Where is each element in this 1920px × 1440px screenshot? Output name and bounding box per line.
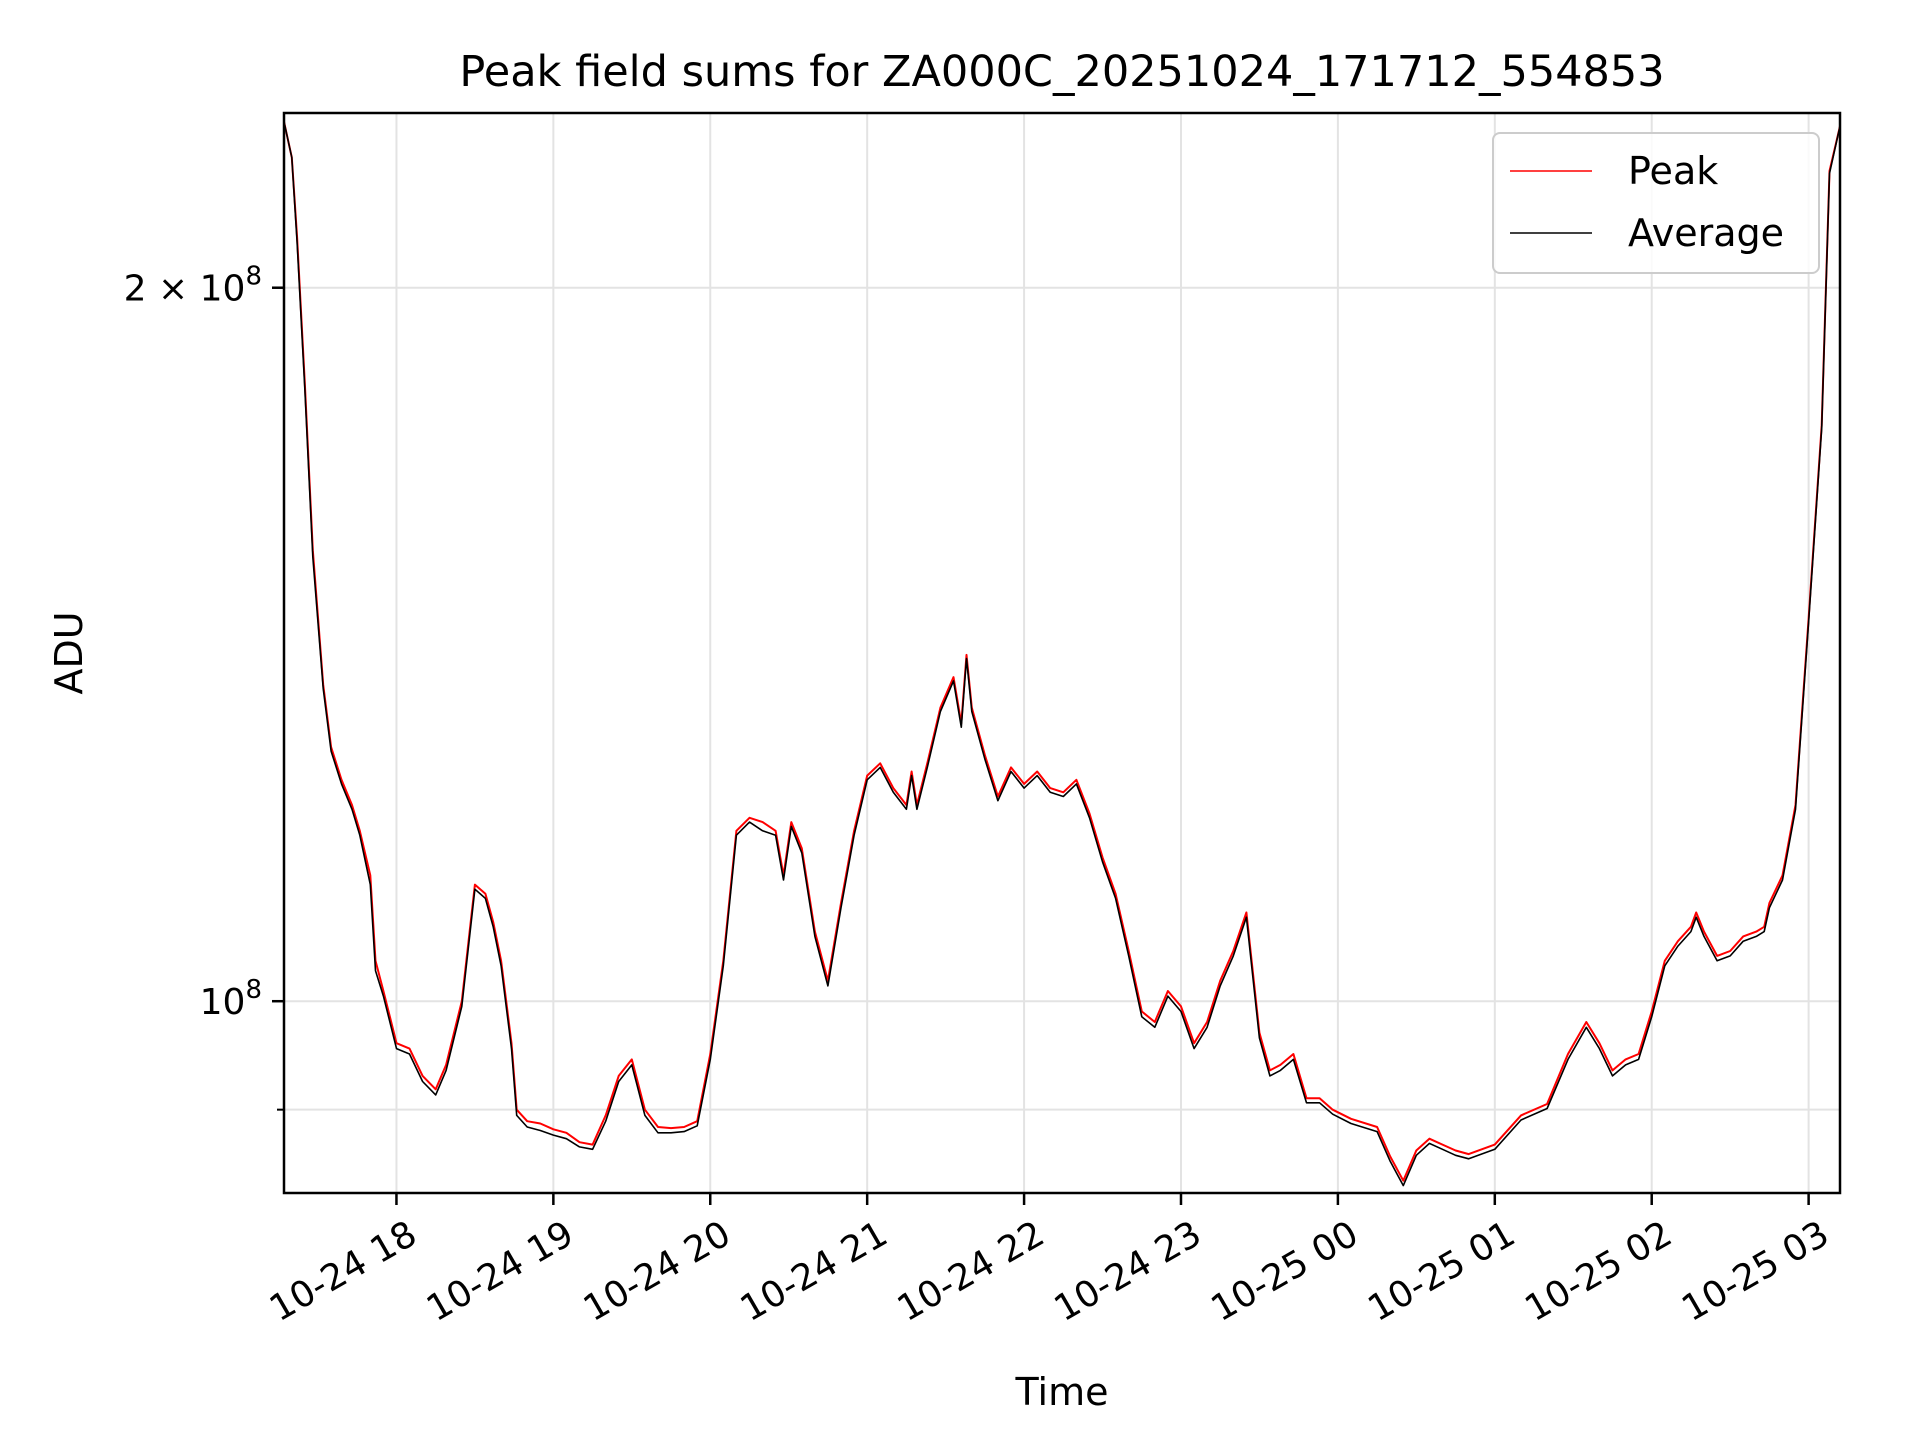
series-line-average [284,121,1840,1187]
legend: Peak Average [1492,132,1820,274]
plot-frame [282,111,1842,1195]
series-layer [284,121,1840,1187]
legend-label-peak: Peak [1628,149,1718,193]
legend-box [1492,132,1820,274]
legend-label-average: Average [1628,211,1784,255]
y-axis-label: ADU [47,611,91,694]
chart-title: Peak field sums for ZA000C_20251024_1717… [459,47,1664,97]
x-axis-label: Time [1015,1370,1109,1414]
y-tick-label: 2 × 108 [124,262,262,310]
y-tick-label: 108 [200,975,262,1023]
grid [284,113,1840,1193]
